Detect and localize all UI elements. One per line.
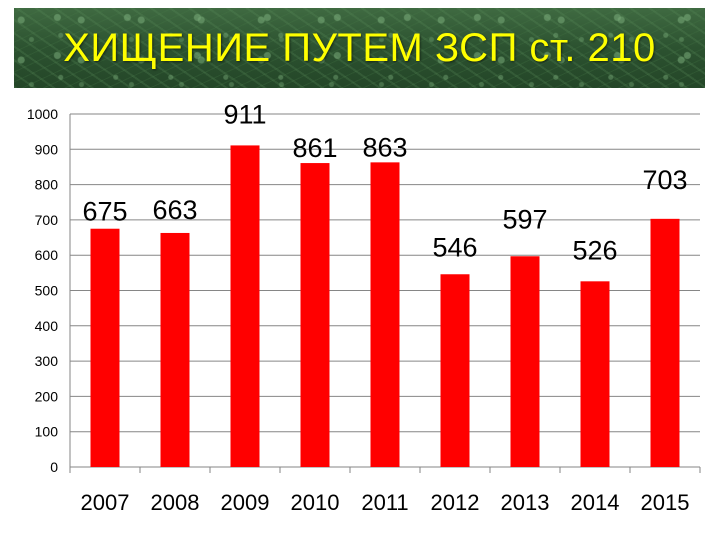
x-tick-label: 2011: [361, 490, 408, 515]
chart-title: ХИЩЕНИЕ ПУТЕМ ЗСП ст. 210: [63, 25, 656, 70]
bar: [300, 163, 330, 467]
y-tick-label: 1000: [27, 106, 58, 122]
y-tick-label: 900: [35, 141, 59, 157]
data-label: 597: [502, 204, 547, 234]
x-tick-label: 2007: [81, 490, 130, 515]
data-label: 546: [432, 232, 477, 262]
x-tick-label: 2012: [431, 490, 480, 515]
y-tick-label: 100: [35, 424, 59, 440]
bar: [580, 281, 610, 467]
bar: [370, 162, 400, 467]
bar: [510, 256, 540, 467]
title-banner: ХИЩЕНИЕ ПУТЕМ ЗСП ст. 210: [14, 8, 705, 88]
bar: [230, 145, 260, 468]
data-label: 911: [223, 99, 266, 129]
data-label: 675: [82, 197, 127, 227]
x-tick-label: 2009: [221, 490, 270, 515]
data-label: 861: [292, 133, 337, 163]
y-tick-label: 800: [35, 177, 59, 193]
y-tick-label: 400: [35, 318, 59, 334]
x-tick-label: 2013: [501, 490, 550, 515]
bar: [160, 232, 190, 467]
y-tick-label: 0: [50, 459, 58, 475]
data-label: 663: [152, 195, 197, 225]
x-tick-label: 2014: [571, 490, 620, 515]
y-tick-label: 600: [35, 247, 59, 263]
bar: [90, 228, 120, 467]
y-tick-label: 700: [35, 212, 59, 228]
data-label: 863: [362, 132, 407, 162]
bar: [650, 218, 680, 467]
x-tick-label: 2015: [641, 490, 690, 515]
y-tick-label: 500: [35, 283, 59, 299]
x-tick-label: 2010: [291, 490, 340, 515]
bar: [440, 274, 470, 467]
y-tick-label: 300: [35, 353, 59, 369]
data-label: 703: [642, 165, 687, 195]
data-label: 526: [572, 235, 617, 265]
x-tick-label: 2008: [151, 490, 200, 515]
y-tick-label: 200: [35, 388, 59, 404]
